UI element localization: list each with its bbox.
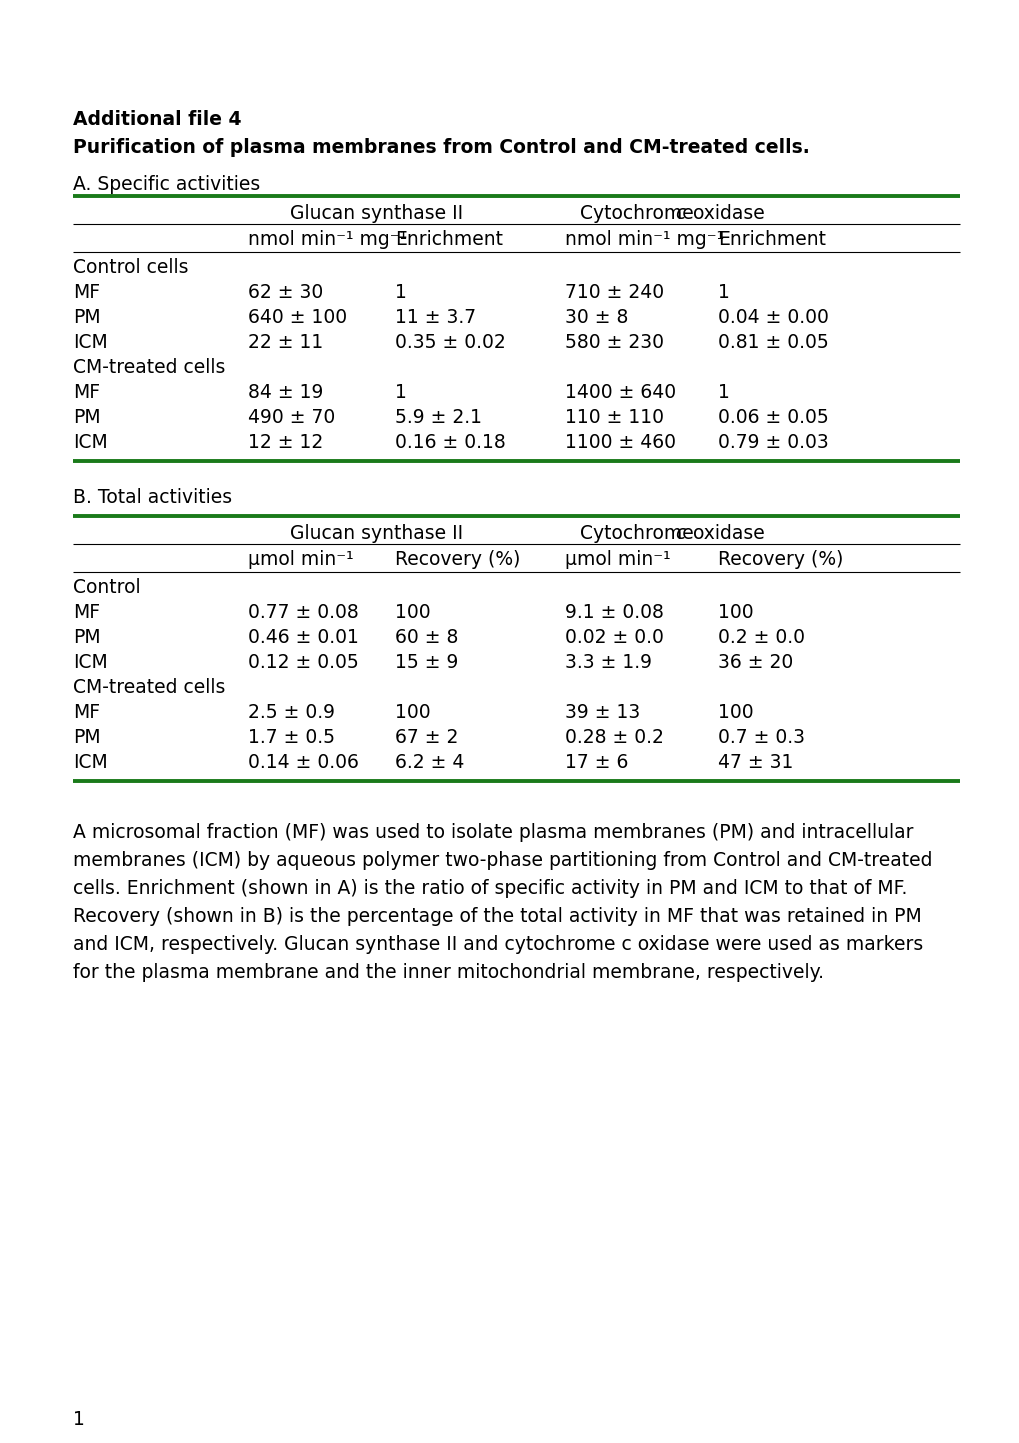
Text: nmol min⁻¹ mg⁻¹: nmol min⁻¹ mg⁻¹: [248, 229, 407, 250]
Text: 640 ± 100: 640 ± 100: [248, 307, 346, 328]
Text: 62 ± 30: 62 ± 30: [248, 283, 323, 302]
Text: ICM: ICM: [73, 753, 108, 772]
Text: 60 ± 8: 60 ± 8: [394, 628, 458, 646]
Text: ICM: ICM: [73, 333, 108, 352]
Text: 0.77 ± 0.08: 0.77 ± 0.08: [248, 603, 359, 622]
Text: Glucan synthase II: Glucan synthase II: [289, 524, 463, 543]
Text: Enrichment: Enrichment: [394, 229, 502, 250]
Text: 580 ± 230: 580 ± 230: [565, 333, 663, 352]
Text: membranes (ICM) by aqueous polymer two-phase partitioning from Control and CM-tr: membranes (ICM) by aqueous polymer two-p…: [73, 851, 931, 870]
Text: Glucan synthase II: Glucan synthase II: [289, 203, 463, 224]
Text: 1: 1: [394, 382, 407, 403]
Text: Control cells: Control cells: [73, 258, 189, 277]
Text: μmol min⁻¹: μmol min⁻¹: [565, 550, 669, 569]
Text: 36 ± 20: 36 ± 20: [717, 654, 793, 672]
Text: for the plasma membrane and the inner mitochondrial membrane, respectively.: for the plasma membrane and the inner mi…: [73, 962, 823, 983]
Text: Recovery (shown in B) is the percentage of the total activity in MF that was ret: Recovery (shown in B) is the percentage …: [73, 908, 921, 926]
Text: 5.9 ± 2.1: 5.9 ± 2.1: [394, 408, 482, 427]
Text: 100: 100: [394, 603, 430, 622]
Text: Control: Control: [73, 579, 141, 597]
Text: 0.04 ± 0.00: 0.04 ± 0.00: [717, 307, 828, 328]
Text: 1: 1: [717, 283, 730, 302]
Text: Cytochrome: Cytochrome: [580, 524, 699, 543]
Text: 0.28 ± 0.2: 0.28 ± 0.2: [565, 729, 663, 747]
Text: 710 ± 240: 710 ± 240: [565, 283, 663, 302]
Text: ICM: ICM: [73, 433, 108, 452]
Text: 1100 ± 460: 1100 ± 460: [565, 433, 676, 452]
Text: 47 ± 31: 47 ± 31: [717, 753, 793, 772]
Text: 0.2 ± 0.0: 0.2 ± 0.0: [717, 628, 804, 646]
Text: A microsomal fraction (MF) was used to isolate plasma membranes (PM) and intrace: A microsomal fraction (MF) was used to i…: [73, 823, 913, 843]
Text: 0.16 ± 0.18: 0.16 ± 0.18: [394, 433, 505, 452]
Text: PM: PM: [73, 729, 101, 747]
Text: MF: MF: [73, 382, 100, 403]
Text: Enrichment: Enrichment: [717, 229, 825, 250]
Text: c: c: [675, 524, 685, 543]
Text: 84 ± 19: 84 ± 19: [248, 382, 323, 403]
Text: 15 ± 9: 15 ± 9: [394, 654, 458, 672]
Text: cells. Enrichment (shown in A) is the ratio of specific activity in PM and ICM t: cells. Enrichment (shown in A) is the ra…: [73, 879, 907, 898]
Text: 3.3 ± 1.9: 3.3 ± 1.9: [565, 654, 651, 672]
Text: PM: PM: [73, 408, 101, 427]
Text: 17 ± 6: 17 ± 6: [565, 753, 628, 772]
Text: 2.5 ± 0.9: 2.5 ± 0.9: [248, 703, 334, 722]
Text: μmol min⁻¹: μmol min⁻¹: [248, 550, 354, 569]
Text: Purification of plasma membranes from Control and CM-treated cells.: Purification of plasma membranes from Co…: [73, 139, 809, 157]
Text: 100: 100: [717, 603, 753, 622]
Text: PM: PM: [73, 628, 101, 646]
Text: 1.7 ± 0.5: 1.7 ± 0.5: [248, 729, 334, 747]
Text: 22 ± 11: 22 ± 11: [248, 333, 323, 352]
Text: 0.12 ± 0.05: 0.12 ± 0.05: [248, 654, 359, 672]
Text: B. Total activities: B. Total activities: [73, 488, 232, 506]
Text: MF: MF: [73, 283, 100, 302]
Text: 39 ± 13: 39 ± 13: [565, 703, 640, 722]
Text: oxidase: oxidase: [687, 203, 764, 224]
Text: 0.81 ± 0.05: 0.81 ± 0.05: [717, 333, 828, 352]
Text: and ICM, respectively. Glucan synthase II and cytochrome c oxidase were used as : and ICM, respectively. Glucan synthase I…: [73, 935, 922, 954]
Text: 6.2 ± 4: 6.2 ± 4: [394, 753, 464, 772]
Text: 30 ± 8: 30 ± 8: [565, 307, 628, 328]
Text: CM-treated cells: CM-treated cells: [73, 358, 225, 377]
Text: 11 ± 3.7: 11 ± 3.7: [394, 307, 476, 328]
Text: 1: 1: [717, 382, 730, 403]
Text: 0.79 ± 0.03: 0.79 ± 0.03: [717, 433, 828, 452]
Text: 110 ± 110: 110 ± 110: [565, 408, 663, 427]
Text: Recovery (%): Recovery (%): [717, 550, 843, 569]
Text: c: c: [675, 203, 685, 224]
Text: oxidase: oxidase: [687, 524, 764, 543]
Text: A. Specific activities: A. Specific activities: [73, 175, 260, 193]
Text: 490 ± 70: 490 ± 70: [248, 408, 335, 427]
Text: CM-treated cells: CM-treated cells: [73, 678, 225, 697]
Text: Recovery (%): Recovery (%): [394, 550, 520, 569]
Text: Additional file 4: Additional file 4: [73, 110, 242, 128]
Text: 100: 100: [717, 703, 753, 722]
Text: 0.14 ± 0.06: 0.14 ± 0.06: [248, 753, 359, 772]
Text: 0.35 ± 0.02: 0.35 ± 0.02: [394, 333, 505, 352]
Text: 0.06 ± 0.05: 0.06 ± 0.05: [717, 408, 828, 427]
Text: 0.46 ± 0.01: 0.46 ± 0.01: [248, 628, 359, 646]
Text: 1: 1: [394, 283, 407, 302]
Text: PM: PM: [73, 307, 101, 328]
Text: MF: MF: [73, 703, 100, 722]
Text: 0.02 ± 0.0: 0.02 ± 0.0: [565, 628, 663, 646]
Text: 1400 ± 640: 1400 ± 640: [565, 382, 676, 403]
Text: 100: 100: [394, 703, 430, 722]
Text: nmol min⁻¹ mg⁻¹: nmol min⁻¹ mg⁻¹: [565, 229, 723, 250]
Text: 12 ± 12: 12 ± 12: [248, 433, 323, 452]
Text: 9.1 ± 0.08: 9.1 ± 0.08: [565, 603, 663, 622]
Text: ICM: ICM: [73, 654, 108, 672]
Text: 0.7 ± 0.3: 0.7 ± 0.3: [717, 729, 804, 747]
Text: 67 ± 2: 67 ± 2: [394, 729, 458, 747]
Text: MF: MF: [73, 603, 100, 622]
Text: Cytochrome: Cytochrome: [580, 203, 699, 224]
Text: 1: 1: [73, 1410, 85, 1429]
